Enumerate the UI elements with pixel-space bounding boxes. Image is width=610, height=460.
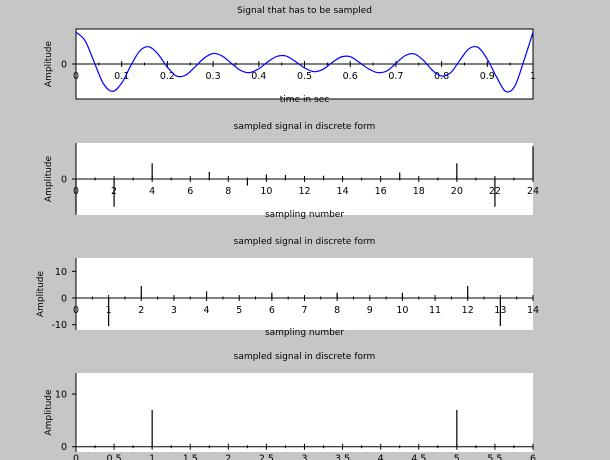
chart-4-x-tick-label: 3 bbox=[301, 454, 307, 460]
chart-4-x-tick-label: 2.5 bbox=[259, 454, 274, 460]
chart-1-x-axis-label: time in sec bbox=[280, 95, 329, 105]
chart-2-x-tick-label: 16 bbox=[375, 186, 387, 197]
chart-4-y-axis-label: Amplitude bbox=[44, 389, 54, 436]
chart-3-x-tick-label: 7 bbox=[301, 305, 307, 316]
chart-2-title: sampled signal in discrete form bbox=[234, 122, 376, 132]
chart-3-x-tick-label: 4 bbox=[204, 305, 210, 316]
chart-1-series-line bbox=[75, 31, 534, 93]
chart-1-x-tick-label: 0.1 bbox=[114, 71, 129, 82]
chart-4-x-tick-label: 2 bbox=[225, 454, 231, 460]
chart-1-y-axis-label: Amplitude bbox=[44, 40, 54, 87]
chart-1-x-tick-label: 0.3 bbox=[206, 71, 221, 82]
chart-1-x-tick-label: 0.7 bbox=[388, 71, 403, 82]
chart-3-x-tick-label: 2 bbox=[138, 305, 144, 316]
chart-1-x-tick-label: 1 bbox=[530, 71, 536, 82]
chart-3-x-tick-label: 3 bbox=[171, 305, 177, 316]
chart-3-x-axis-label: sampling number bbox=[265, 328, 344, 338]
chart-4-x-tick-label: 1 bbox=[149, 454, 155, 460]
chart-3-y-axis-label: Amplitude bbox=[36, 270, 46, 317]
chart-3-x-tick-label: 5 bbox=[236, 305, 242, 316]
chart-1-x-tick-label: 0.6 bbox=[343, 71, 358, 82]
chart-2-x-tick-label: 8 bbox=[225, 186, 231, 197]
chart-2-y-axis-label: Amplitude bbox=[44, 155, 54, 202]
chart-4-x-tick-label: 4 bbox=[378, 454, 384, 460]
chart-2-x-axis-label: sampling number bbox=[265, 210, 344, 220]
chart-3-y-tick-label: -10 bbox=[51, 320, 67, 331]
chart-4-x-tick-label: 5 bbox=[454, 454, 460, 460]
chart-4-title: sampled signal in discrete form bbox=[234, 352, 376, 362]
chart-2-x-tick-label: 24 bbox=[527, 186, 539, 197]
chart-4-y-tick-label: 10 bbox=[55, 390, 67, 401]
chart-2-x-tick-label: 18 bbox=[413, 186, 425, 197]
chart-3-y-tick-label: 0 bbox=[61, 294, 67, 305]
chart-4-x-tick-label: 0.5 bbox=[107, 454, 122, 460]
chart-3-title: sampled signal in discrete form bbox=[234, 237, 376, 247]
chart-1-x-tick-label: 0.9 bbox=[480, 71, 495, 82]
chart-3-plot-area bbox=[76, 258, 533, 330]
chart-1-title: Signal that has to be sampled bbox=[237, 6, 372, 16]
chart-3-x-tick-label: 11 bbox=[429, 305, 441, 316]
chart-2-x-tick-label: 12 bbox=[298, 186, 310, 197]
chart-2-y-tick-label: 0 bbox=[61, 175, 67, 186]
chart-3-x-tick-label: 0 bbox=[73, 305, 79, 316]
chart-3-x-tick-label: 8 bbox=[334, 305, 340, 316]
chart-1-x-tick-label: 0.5 bbox=[297, 71, 312, 82]
chart-1-x-tick-label: 0.2 bbox=[160, 71, 175, 82]
chart-1-x-tick-label: 0.4 bbox=[251, 71, 266, 82]
chart-4-x-tick-label: 0 bbox=[73, 454, 79, 460]
chart-3-x-tick-label: 10 bbox=[396, 305, 408, 316]
chart-2-x-tick-label: 4 bbox=[149, 186, 155, 197]
chart-2-x-tick-label: 20 bbox=[451, 186, 463, 197]
chart-4-x-tick-label: 1.5 bbox=[183, 454, 198, 460]
chart-3-y-tick-label: 10 bbox=[55, 267, 67, 278]
chart-3-x-tick-label: 9 bbox=[367, 305, 373, 316]
chart-1-y-tick-label: 0 bbox=[61, 60, 67, 71]
chart-4-y-tick-label: 0 bbox=[61, 442, 67, 453]
chart-4-plot-area bbox=[76, 373, 533, 452]
chart-2-x-tick-label: 14 bbox=[337, 186, 349, 197]
chart-1-x-tick-label: 0 bbox=[73, 71, 79, 82]
chart-4-x-tick-label: 3.5 bbox=[335, 454, 350, 460]
chart-4-x-tick-label: 4.5 bbox=[411, 454, 426, 460]
chart-4-x-tick-label: 6 bbox=[530, 454, 536, 460]
chart-3-x-tick-label: 12 bbox=[462, 305, 474, 316]
chart-2-x-tick-label: 6 bbox=[187, 186, 193, 197]
chart-2-x-tick-label: 10 bbox=[260, 186, 272, 197]
chart-4-x-tick-label: 5.5 bbox=[487, 454, 502, 460]
chart-3-x-tick-label: 6 bbox=[269, 305, 275, 316]
chart-3-x-tick-label: 14 bbox=[527, 305, 539, 316]
